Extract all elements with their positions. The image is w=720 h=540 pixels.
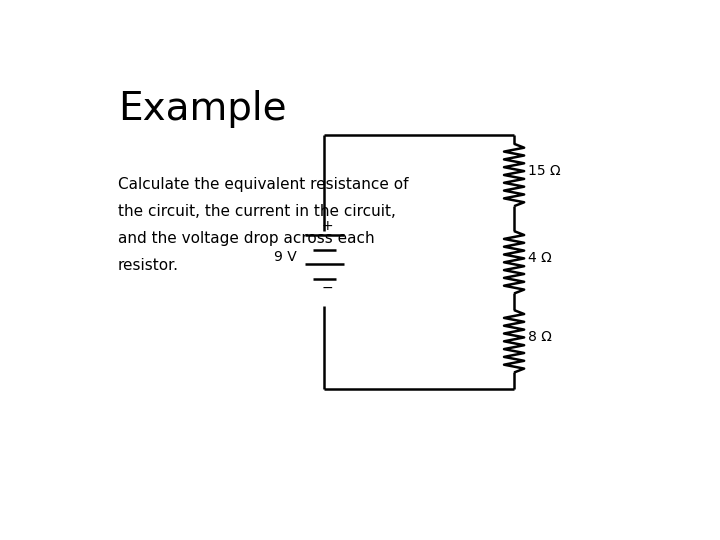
Text: 9 V: 9 V xyxy=(274,250,297,264)
Text: +: + xyxy=(321,219,333,233)
Text: resistor.: resistor. xyxy=(118,258,179,273)
Text: 8 Ω: 8 Ω xyxy=(528,330,552,344)
Text: Example: Example xyxy=(118,90,287,128)
Text: the circuit, the current in the circuit,: the circuit, the current in the circuit, xyxy=(118,204,396,219)
Text: 15 Ω: 15 Ω xyxy=(528,164,561,178)
Text: Calculate the equivalent resistance of: Calculate the equivalent resistance of xyxy=(118,177,408,192)
Text: −: − xyxy=(321,281,333,295)
Text: and the voltage drop across each: and the voltage drop across each xyxy=(118,231,374,246)
Text: 4 Ω: 4 Ω xyxy=(528,251,552,265)
